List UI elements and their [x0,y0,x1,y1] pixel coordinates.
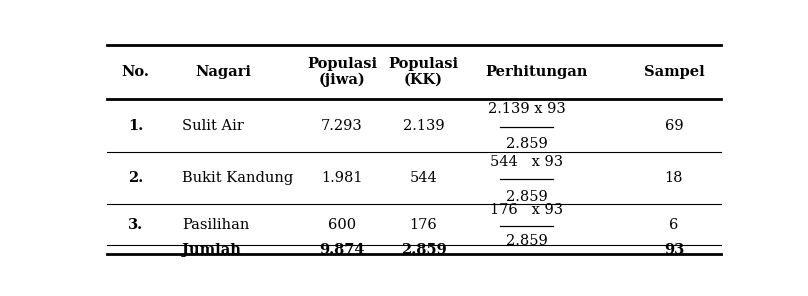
Text: Jumlah: Jumlah [183,243,242,257]
Text: 176   x 93: 176 x 93 [490,203,563,217]
Text: 93: 93 [664,243,684,257]
Text: Nagari: Nagari [195,65,251,79]
Text: Bukit Kandung: Bukit Kandung [183,171,293,185]
Text: 2.859: 2.859 [506,137,548,151]
Text: 176: 176 [410,218,437,232]
Text: 2.139: 2.139 [402,119,444,133]
Text: Perhitungan: Perhitungan [485,65,587,79]
Text: 2.859: 2.859 [506,234,548,248]
Text: Populasi
(KK): Populasi (KK) [389,57,459,87]
Text: 1.981: 1.981 [322,171,363,185]
Text: 2.859: 2.859 [401,243,446,257]
Text: 544: 544 [410,171,437,185]
Text: 7.293: 7.293 [322,119,363,133]
Text: No.: No. [121,65,149,79]
Text: Populasi
(jiwa): Populasi (jiwa) [307,57,377,87]
Text: 18: 18 [665,171,684,185]
Text: 600: 600 [328,218,356,232]
Text: 1.: 1. [128,119,143,133]
Text: 69: 69 [665,119,684,133]
Text: 2.: 2. [128,171,143,185]
Text: Sulit Air: Sulit Air [183,119,244,133]
Text: 6: 6 [669,218,679,232]
Text: 2.859: 2.859 [506,189,548,204]
Text: 9.874: 9.874 [319,243,365,257]
Text: 2.139 x 93: 2.139 x 93 [488,102,566,116]
Text: 544   x 93: 544 x 93 [490,155,563,168]
Text: Pasilihan: Pasilihan [183,218,250,232]
Text: 3.: 3. [128,218,143,232]
Text: Sampel: Sampel [644,65,705,79]
